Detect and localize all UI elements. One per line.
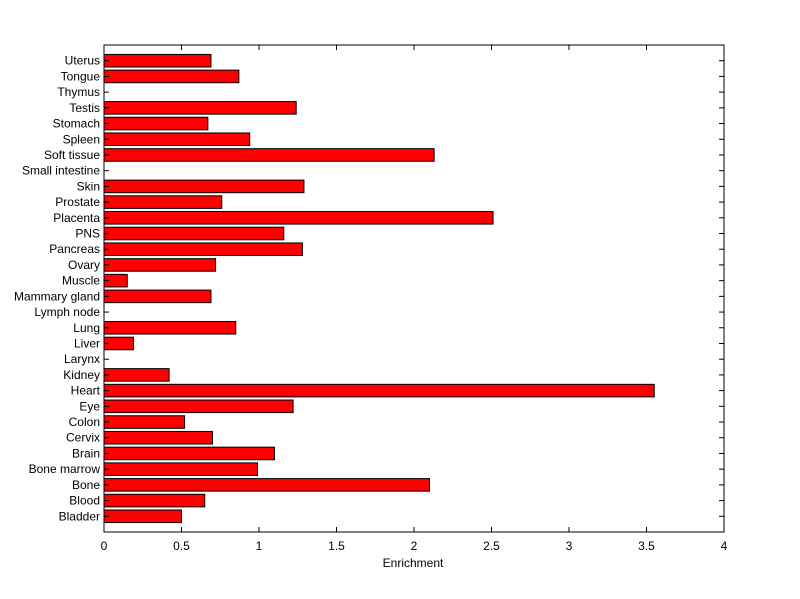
y-tick-label: Muscle <box>62 274 100 288</box>
y-tick-label: Skin <box>77 179 100 193</box>
y-tick-label: Eye <box>79 399 100 413</box>
bar-bone <box>103 478 430 492</box>
plot-frame <box>103 44 725 533</box>
y-tick-label: Bone marrow <box>29 462 101 476</box>
bar-soft-tissue <box>103 148 435 162</box>
y-tick-label: Liver <box>74 336 100 350</box>
bar-skin <box>103 179 305 194</box>
x-tick-label: 0 <box>101 539 108 553</box>
bar-spleen <box>103 132 251 147</box>
ticks-group <box>103 45 725 532</box>
y-tick-label: Colon <box>69 415 100 429</box>
x-tick-label: 3 <box>566 539 573 553</box>
bar-eye <box>103 399 294 414</box>
y-tick-label: Uterus <box>65 54 100 68</box>
y-tick-label: Brain <box>72 446 100 460</box>
bar-testis <box>103 101 297 115</box>
bar-blood <box>103 493 206 508</box>
bar-prostate <box>103 195 223 209</box>
y-tick-label: Bladder <box>59 509 100 523</box>
bar-bladder <box>103 509 182 524</box>
bar-heart <box>103 383 655 398</box>
bar-pancreas <box>103 242 303 257</box>
x-tick-label: 4 <box>721 539 728 553</box>
x-tick-label: 0.5 <box>173 539 190 553</box>
y-tick-label: Pancreas <box>49 242 100 256</box>
y-tick-label: Kidney <box>63 368 100 382</box>
y-tick-label: Ovary <box>68 258 100 272</box>
x-tick-label: 1.5 <box>328 539 345 553</box>
y-tick-label: Prostate <box>55 195 100 209</box>
y-tick-label: Bone <box>72 478 100 492</box>
x-tick-label: 1 <box>256 539 263 553</box>
bar-brain <box>103 446 275 461</box>
x-axis-label: Enrichment <box>383 556 444 570</box>
y-tick-label: Larynx <box>64 352 100 366</box>
x-tick-label: 2.5 <box>483 539 500 553</box>
bar-ovary <box>103 258 217 272</box>
y-tick-label: Cervix <box>66 431 100 445</box>
x-tick-labels: 0 0.5 1 1.5 2 2.5 3 3.5 4 <box>101 539 728 553</box>
y-tick-label: Lymph node <box>34 305 100 319</box>
y-tick-label: PNS <box>75 227 100 241</box>
y-tick-label: Stomach <box>53 117 100 131</box>
y-tick-label: Spleen <box>63 132 100 146</box>
bar-tongue <box>103 69 240 84</box>
bar-lung <box>103 320 237 335</box>
bar-bone-marrow <box>103 462 258 476</box>
bar-cervix <box>103 430 213 445</box>
bar-placenta <box>103 211 494 225</box>
y-tick-label: Tongue <box>61 69 101 83</box>
y-tick-label: Mammary gland <box>14 289 100 303</box>
bar-uterus <box>103 53 212 68</box>
y-tick-label: Testis <box>69 101 100 115</box>
y-tick-label: Thymus <box>57 85 100 99</box>
bar-pns <box>103 226 285 241</box>
bar-colon <box>103 415 186 429</box>
y-tick-label: Placenta <box>53 211 100 225</box>
x-tick-label: 3.5 <box>638 539 655 553</box>
x-tick-label: 2 <box>411 539 418 553</box>
y-tick-label: Blood <box>69 494 100 508</box>
y-tick-label: Lung <box>73 321 100 335</box>
y-tick-label: Small intestine <box>22 164 100 178</box>
y-tick-label: Heart <box>71 384 101 398</box>
bar-stomach <box>103 116 209 131</box>
bar-mammary-gland <box>103 289 212 304</box>
y-tick-label: Soft tissue <box>44 148 100 162</box>
bar-kidney <box>103 368 170 382</box>
